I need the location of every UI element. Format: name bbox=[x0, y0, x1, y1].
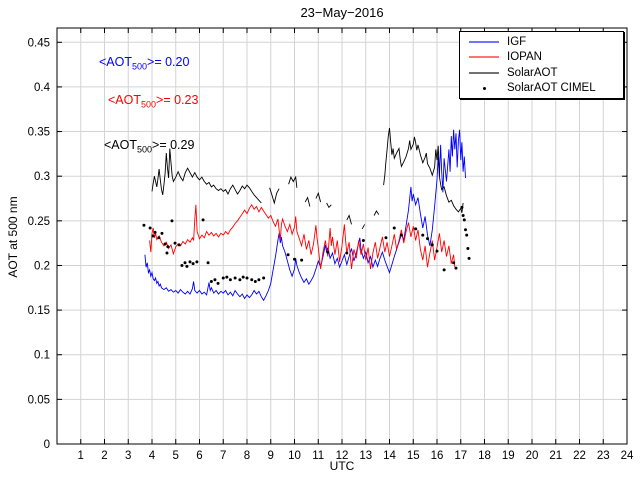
mean-annotation-igf: <AOT500>= 0.20 bbox=[99, 55, 190, 72]
svg-text:0.05: 0.05 bbox=[28, 394, 50, 406]
svg-text:14: 14 bbox=[383, 450, 396, 462]
svg-text:8: 8 bbox=[244, 450, 250, 462]
svg-text:22: 22 bbox=[573, 450, 586, 462]
svg-text:17: 17 bbox=[454, 450, 467, 462]
legend-line-swatch-igf bbox=[469, 40, 499, 43]
svg-text:4: 4 bbox=[149, 450, 156, 462]
x-axis-label: UTC bbox=[329, 459, 355, 473]
legend-line-swatch-solaraot bbox=[469, 71, 499, 74]
legend-box: IGF IOPAN SolarAOT SolarAOT CIMEL bbox=[459, 31, 624, 99]
svg-text:3: 3 bbox=[125, 450, 131, 462]
legend-dot-swatch-cimel bbox=[469, 86, 499, 90]
legend-entry-igf: IGF bbox=[460, 35, 623, 49]
svg-text:11: 11 bbox=[312, 450, 324, 462]
svg-text:0.45: 0.45 bbox=[28, 37, 50, 49]
svg-text:21: 21 bbox=[549, 450, 562, 462]
legend-line-swatch-iopan bbox=[469, 56, 499, 59]
svg-text:19: 19 bbox=[502, 450, 515, 462]
svg-text:12: 12 bbox=[336, 450, 349, 462]
legend-entry-iopan: IOPAN bbox=[460, 50, 623, 64]
svg-text:0.1: 0.1 bbox=[34, 350, 50, 362]
legend-entry-solaraot: SolarAOT bbox=[460, 66, 623, 80]
svg-text:16: 16 bbox=[431, 450, 444, 462]
svg-text:0.4: 0.4 bbox=[34, 82, 51, 94]
svg-text:23: 23 bbox=[597, 450, 610, 462]
svg-text:0: 0 bbox=[44, 439, 50, 451]
svg-text:15: 15 bbox=[407, 450, 420, 462]
y-axis-label: AOT at 500 nm bbox=[6, 196, 20, 278]
svg-text:0.15: 0.15 bbox=[28, 305, 50, 317]
legend-label: SolarAOT CIMEL bbox=[507, 82, 596, 95]
svg-text:24: 24 bbox=[621, 450, 634, 462]
svg-text:1: 1 bbox=[78, 450, 84, 462]
legend-entry-solaraot-cimel: SolarAOT CIMEL bbox=[460, 81, 623, 95]
svg-text:20: 20 bbox=[526, 450, 539, 462]
svg-text:7: 7 bbox=[220, 450, 226, 462]
legend-label: IGF bbox=[507, 35, 527, 48]
legend-label: IOPAN bbox=[507, 51, 542, 64]
svg-text:9: 9 bbox=[268, 450, 274, 462]
legend-label: SolarAOT bbox=[507, 66, 558, 79]
svg-text:0.2: 0.2 bbox=[34, 260, 50, 272]
svg-text:0.35: 0.35 bbox=[28, 127, 50, 139]
mean-annotation-iopan: <AOT500>= 0.23 bbox=[108, 93, 199, 110]
svg-text:10: 10 bbox=[288, 450, 301, 462]
svg-text:2: 2 bbox=[101, 450, 107, 462]
mean-annotation-solaraot: <AOT500>= 0.29 bbox=[104, 138, 195, 155]
svg-text:18: 18 bbox=[478, 450, 491, 462]
svg-text:6: 6 bbox=[196, 450, 202, 462]
svg-text:5: 5 bbox=[173, 450, 179, 462]
svg-text:13: 13 bbox=[359, 450, 372, 462]
chart-title: 23−May−2016 bbox=[300, 5, 384, 20]
svg-text:0.25: 0.25 bbox=[28, 216, 50, 228]
svg-text:0.3: 0.3 bbox=[34, 171, 50, 183]
